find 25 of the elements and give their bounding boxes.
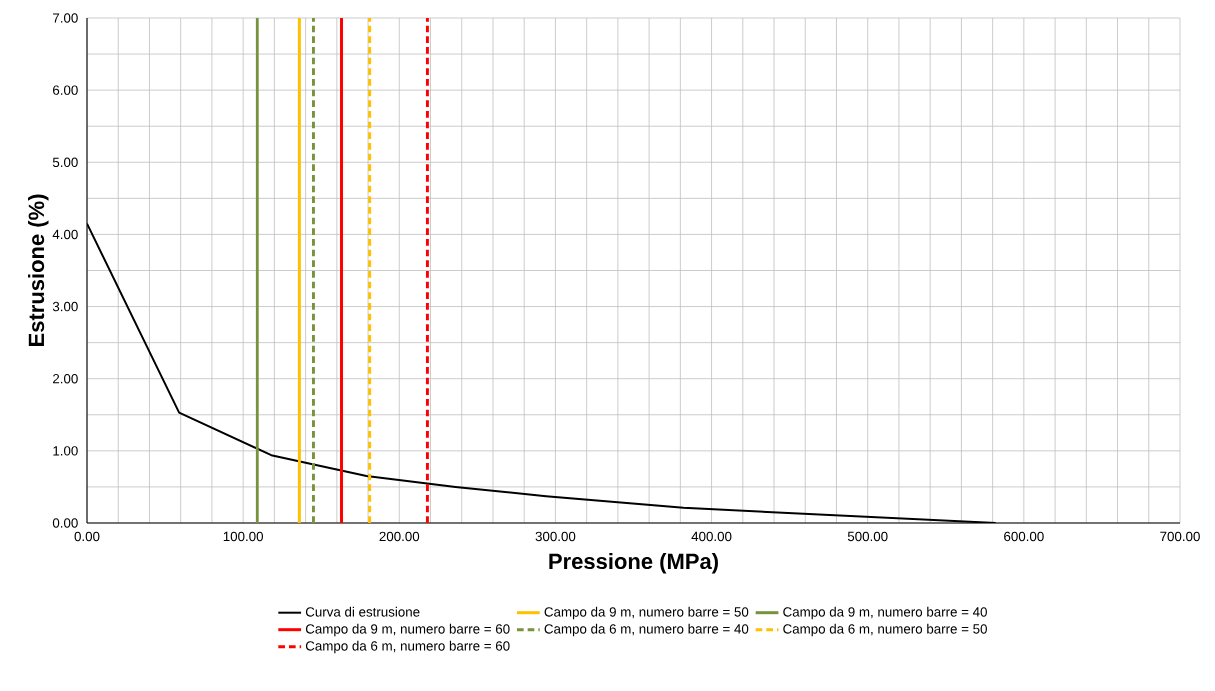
legend-label: Campo da 6 m, numero barre = 40 [544,623,749,637]
legend-label: Campo da 9 m, numero barre = 40 [783,606,987,620]
legend-label: Campo da 9 m, numero barre = 50 [544,606,749,620]
x-tick-label: 300.00 [535,531,576,542]
y-tick-label: 6.00 [53,85,78,95]
y-tick-label: 1.00 [53,446,78,456]
y-axis-title: Estrusione (%) [28,194,49,347]
x-tick-label: 700.00 [1160,531,1200,542]
x-tick-label: 400.00 [691,531,732,542]
x-tick-label: 500.00 [847,531,888,542]
y-tick-label: 2.00 [53,373,78,384]
y-tick-label: 7.00 [53,13,78,23]
y-tick-label: 4.00 [52,229,78,240]
y-tick-label: 0.00 [52,518,78,528]
x-tick-label: 100.00 [223,531,264,542]
x-tick-label: 0.00 [74,531,100,542]
x-tick-label: 600.00 [1004,531,1044,542]
legend-label: Campo da 6 m, numero barre = 60 [305,640,510,654]
legend-label: Campo da 6 m, numero barre = 50 [783,623,987,637]
legend-label: Curva di estrusione [305,606,420,617]
y-tick-label: 5.00 [52,157,78,167]
legend-label: Campo da 9 m, numero barre = 60 [305,623,510,637]
y-tick-label: 3.00 [52,301,78,312]
x-tick-label: 200.00 [379,531,420,542]
x-axis-title: Pressione (MPa) [549,552,718,574]
